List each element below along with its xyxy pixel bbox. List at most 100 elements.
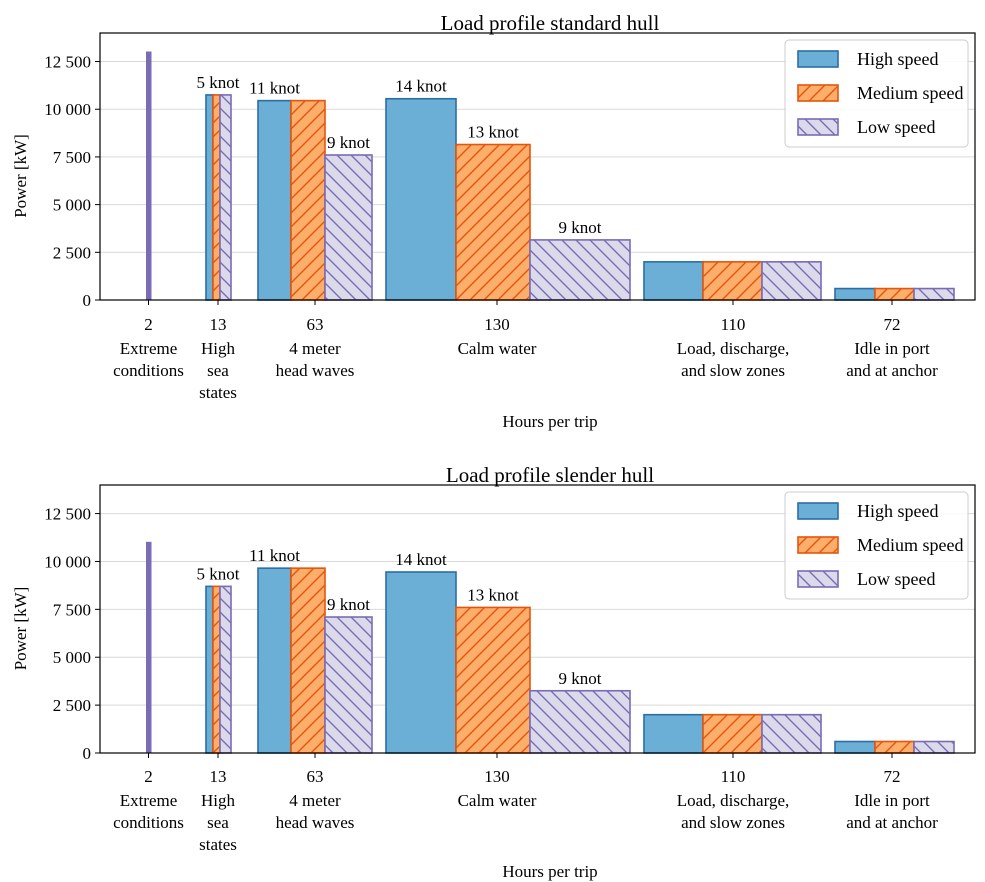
y-axis-label: Power [kW] — [11, 134, 30, 218]
legend-label: Low speed — [857, 569, 935, 589]
x-tick-hours: 2 — [144, 315, 153, 334]
bar-high-speed — [205, 94, 214, 301]
x-tick-hours: 72 — [884, 315, 901, 334]
bar-high-speed — [643, 261, 704, 301]
bar-extreme — [146, 51, 152, 301]
bar-extreme — [146, 541, 152, 754]
x-tick-label: head waves — [276, 813, 355, 832]
y-tick-label: 2 500 — [53, 243, 91, 262]
x-tick-label: and slow zones — [681, 361, 785, 380]
bar-low-speed — [761, 713, 822, 754]
bar-low-speed — [219, 585, 232, 754]
x-axis-label: Hours per trip — [502, 412, 597, 431]
x-tick-label: 4 meter — [289, 339, 341, 358]
bar-high-speed — [643, 713, 704, 754]
bar-label: 5 knot — [197, 564, 240, 583]
x-tick-hours: 110 — [721, 767, 746, 786]
y-tick-label: 7 500 — [53, 600, 91, 619]
bar-high-speed — [385, 97, 457, 301]
bar-medium-speed — [212, 94, 221, 301]
legend-swatch-medium — [797, 536, 839, 554]
bar-low-speed — [529, 689, 631, 754]
x-tick-hours: 72 — [884, 767, 901, 786]
bar-low-speed — [529, 239, 631, 301]
bar-label: 11 knot — [249, 79, 300, 98]
y-tick-label: 5 000 — [53, 648, 91, 667]
bar-high-speed — [834, 740, 876, 754]
bar-low-speed — [219, 94, 232, 301]
chart-title: Load profile standard hull — [441, 11, 660, 35]
x-tick-label: sea — [207, 813, 229, 832]
y-tick-label: 10 000 — [44, 552, 91, 571]
bar-medium-speed — [874, 287, 915, 301]
bar-label: 5 knot — [197, 73, 240, 92]
bar-medium-speed — [212, 585, 221, 754]
x-tick-hours: 110 — [721, 315, 746, 334]
x-tick-label: states — [199, 835, 237, 854]
x-tick-label: and at anchor — [846, 361, 938, 380]
bar-medium-speed — [290, 567, 326, 754]
bar-low-speed — [324, 154, 373, 301]
bar-high-speed — [834, 287, 876, 301]
bar-medium-speed — [455, 143, 531, 301]
x-tick-hours: 13 — [210, 315, 227, 334]
y-tick-label: 0 — [83, 291, 92, 310]
x-tick-label: states — [199, 383, 237, 402]
bar-label: 11 knot — [249, 546, 300, 565]
bar-label: 9 knot — [559, 669, 602, 688]
bar-medium-speed — [702, 713, 763, 754]
legend-label: High speed — [857, 49, 938, 69]
y-axis-label: Power [kW] — [11, 587, 30, 671]
x-tick-hours: 63 — [307, 767, 324, 786]
bar-medium-speed — [455, 606, 531, 754]
x-tick-hours: 2 — [144, 767, 153, 786]
legend-label: Low speed — [857, 117, 935, 137]
y-tick-label: 7 500 — [53, 148, 91, 167]
x-tick-label: and slow zones — [681, 813, 785, 832]
x-tick-label: 4 meter — [289, 791, 341, 810]
y-tick-label: 5 000 — [53, 196, 91, 215]
x-tick-hours: 130 — [484, 315, 510, 334]
x-tick-hours: 130 — [484, 767, 510, 786]
legend-label: High speed — [857, 501, 938, 521]
x-tick-label: Calm water — [458, 791, 537, 810]
bar-label: 13 knot — [467, 123, 519, 142]
bar-label: 14 knot — [395, 550, 447, 569]
y-tick-label: 0 — [83, 744, 92, 763]
bar-high-speed — [385, 571, 457, 754]
x-tick-label: Load, discharge, — [677, 791, 790, 810]
bar-low-speed — [913, 740, 955, 754]
panel-2: 5 knot 11 knot 9 knot 14 knot 13 knot 9 knot 0… — [11, 463, 976, 881]
x-tick-label: and at anchor — [846, 813, 938, 832]
legend-swatch-low — [797, 570, 839, 588]
x-tick-hours: 63 — [307, 315, 324, 334]
legend-label: Medium speed — [857, 535, 963, 555]
plot-frame — [99, 32, 976, 301]
bar-low-speed — [913, 287, 955, 301]
legend-swatch-high — [797, 50, 839, 68]
x-tick-label: Calm water — [458, 339, 537, 358]
x-tick-label: High — [201, 339, 236, 358]
legend-swatch-medium — [797, 84, 839, 102]
bar-low-speed — [761, 261, 822, 301]
bar-medium-speed — [290, 99, 326, 301]
bar-high-speed — [205, 585, 214, 754]
bar-high-speed — [257, 99, 292, 301]
plot-frame — [99, 484, 976, 754]
x-tick-hours: 13 — [210, 767, 227, 786]
legend-swatch-high — [797, 502, 839, 520]
x-tick-label: High — [201, 791, 236, 810]
x-tick-label: conditions — [113, 813, 184, 832]
y-tick-label: 10 000 — [44, 100, 91, 119]
legend: High speed Medium speed Low speed — [784, 39, 969, 148]
chart-title: Load profile slender hull — [446, 463, 654, 487]
x-axis-label: Hours per trip — [502, 862, 597, 881]
x-tick-label: Extreme — [120, 339, 178, 358]
bar-label: 9 knot — [327, 595, 370, 614]
bar-label: 9 knot — [327, 133, 370, 152]
y-tick-label: 12 500 — [44, 505, 91, 524]
bar-label: 13 knot — [467, 585, 519, 604]
x-tick-label: sea — [207, 361, 229, 380]
y-tick-label: 12 500 — [44, 53, 91, 72]
